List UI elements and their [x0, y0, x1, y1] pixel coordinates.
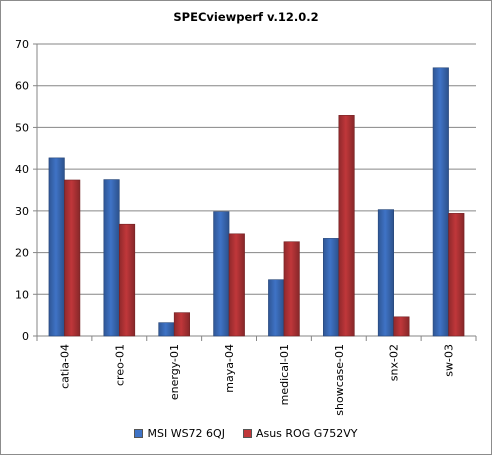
y-tick-label: 70 — [15, 38, 29, 51]
y-tick-label: 20 — [15, 247, 29, 260]
bar — [228, 233, 245, 337]
y-tick-label: 0 — [22, 330, 29, 343]
bar — [323, 238, 340, 337]
bar — [64, 179, 81, 337]
bar — [448, 213, 465, 337]
y-tick-label: 50 — [15, 121, 29, 134]
bar — [48, 157, 65, 337]
bar — [119, 223, 136, 337]
x-tick-label: showcase-01 — [333, 344, 346, 416]
x-tick-label: energy-01 — [168, 344, 181, 400]
bar — [432, 67, 449, 337]
legend-item-asus: Asus ROG G752VY — [242, 427, 358, 440]
bar — [377, 209, 394, 337]
x-tick-label: maya-04 — [223, 344, 236, 393]
y-tick-label: 60 — [15, 80, 29, 93]
legend-swatch-asus — [242, 429, 252, 438]
legend-label-msi: MSI WS72 6QJ — [147, 427, 225, 440]
x-tick-label: snx-02 — [388, 344, 401, 381]
x-tick-label: creo-01 — [113, 344, 126, 386]
bar — [393, 316, 410, 337]
bar — [103, 179, 120, 337]
y-tick-label: 30 — [15, 205, 29, 218]
legend-swatch-msi — [134, 429, 144, 438]
chart-title: SPECviewperf v.12.0.2 — [173, 10, 319, 24]
legend: MSI WS72 6QJ Asus ROG G752VY — [1, 427, 491, 440]
x-tick-label: medical-01 — [278, 344, 291, 405]
bar — [338, 115, 355, 337]
bar — [283, 241, 300, 337]
bar — [268, 279, 285, 337]
x-tick-label: sw-03 — [443, 344, 456, 377]
legend-label-asus: Asus ROG G752VY — [255, 427, 358, 440]
bar — [213, 211, 230, 337]
bar — [173, 312, 190, 337]
bar — [158, 322, 175, 337]
legend-item-msi: MSI WS72 6QJ — [134, 427, 225, 440]
y-tick-label: 10 — [15, 288, 29, 301]
x-tick-label: catia-04 — [58, 344, 71, 389]
y-tick-label: 40 — [15, 163, 29, 176]
